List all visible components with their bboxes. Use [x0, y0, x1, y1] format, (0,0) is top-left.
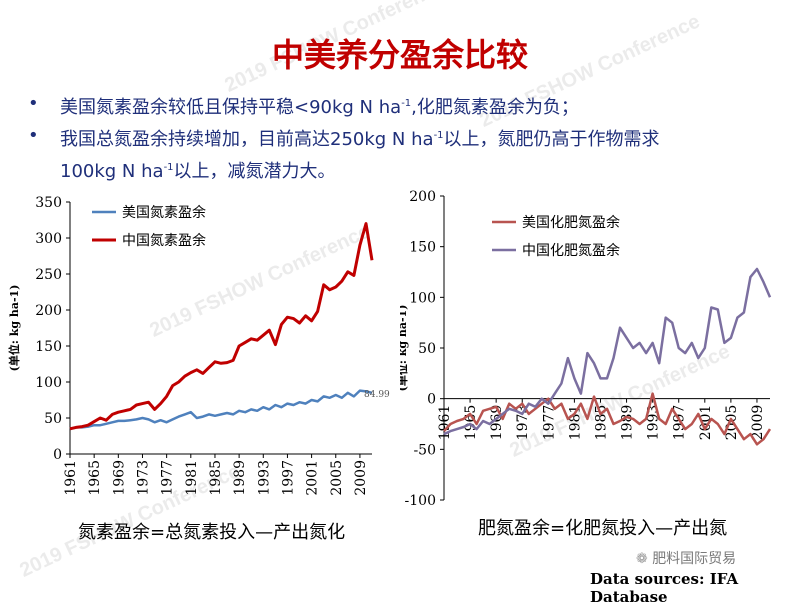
- x-tick-label: 2009: [353, 460, 369, 496]
- y-tick-label: 100: [35, 375, 62, 391]
- data-source: Data sources: IFA Database: [590, 570, 739, 606]
- bullet-list: • 美国氮素盈余较低且保持平稳<90kg N ha-1,化肥氮素盈余为负； • …: [28, 90, 788, 186]
- bullet-text: 美国氮素盈余较低且保持平稳<90kg N ha: [60, 97, 402, 118]
- y-tick-label: 0: [53, 447, 62, 463]
- y-tick-label: 150: [35, 339, 62, 355]
- y-tick-label: 350: [35, 195, 62, 211]
- y-tick-label: 50: [44, 411, 62, 427]
- left-chart-caption: 氮素盈余=总氮素投入—产出氮化: [78, 522, 346, 543]
- series-line-1: [69, 389, 373, 431]
- left-chart: 0 50 100 150 200 250 300 350 1961 1965 1969 1973 197…: [7, 195, 390, 496]
- x-tick-label: 2001: [305, 460, 321, 496]
- brand-label: ❁ 肥料国际贸易: [636, 548, 736, 568]
- series-line-1: [443, 392, 772, 446]
- x-tick-label: 1981: [184, 460, 200, 496]
- x-tick-label: 1965: [463, 405, 479, 441]
- legend-label: 中国氮素盈余: [122, 232, 206, 249]
- x-tick-label: 1981: [567, 405, 583, 441]
- x-tick-label: 1989: [232, 460, 248, 496]
- data-label: 84.99: [364, 390, 390, 400]
- legend-label: 美国化肥氮盈余: [522, 214, 620, 231]
- y-tick-label: 100: [409, 290, 436, 306]
- x-tick-label: 1973: [135, 460, 151, 496]
- x-tick-label: 1993: [256, 460, 272, 496]
- right-chart-caption: 肥氮盈余=化肥氮投入—产出氮: [478, 518, 728, 539]
- slide-title: 中美养分盈余比较: [271, 36, 528, 74]
- y-axis-label: (单位: kg ha-1): [7, 285, 21, 372]
- legend-label: 美国氮素盈余: [122, 204, 206, 221]
- bullet-sup: -1: [163, 162, 174, 173]
- x-tick-label: 1985: [593, 405, 609, 441]
- x-tick-label: 2001: [698, 405, 714, 441]
- y-tick-label: -50: [413, 442, 436, 458]
- series-line-2: [69, 222, 374, 431]
- series-line-2: [443, 267, 772, 436]
- y-tick-label: 250: [35, 267, 62, 283]
- bullet-item: • 我国总氮盈余持续增加，目前高达250kg N ha-1以上，氮肥仍高于作物需…: [28, 122, 788, 154]
- y-tick-label: 0: [427, 392, 436, 408]
- x-tick-label: 1965: [87, 460, 103, 496]
- bullet-text: 以上，减氮潜力大。: [173, 161, 336, 182]
- wechat-icon: ❁: [636, 551, 648, 567]
- x-tick-label: 1989: [620, 405, 636, 441]
- x-tick-label: 2005: [329, 460, 345, 496]
- y-tick-label: 150: [409, 240, 436, 256]
- brand-text: 肥料国际贸易: [652, 551, 737, 567]
- bullet-text: 以上，氮肥仍高于作物需求: [443, 129, 660, 150]
- y-tick-label: -100: [405, 493, 436, 509]
- legend-label: 中国化肥氮盈余: [522, 242, 620, 259]
- bullet-text: 我国总氮盈余持续增加，目前高达250kg N ha: [60, 129, 434, 150]
- y-tick-label: 50: [418, 341, 436, 357]
- x-tick-label: 1961: [63, 460, 79, 496]
- bullet-text: ,化肥氮素盈余为负；: [411, 97, 579, 118]
- x-tick-label: 1969: [111, 460, 127, 496]
- y-tick-label: 200: [35, 303, 62, 319]
- bullet-marker: •: [28, 125, 39, 146]
- bullet-text: 100kg N ha: [60, 161, 164, 182]
- bullet-item: • 美国氮素盈余较低且保持平稳<90kg N ha-1,化肥氮素盈余为负；: [28, 90, 788, 122]
- y-tick-label: 200: [409, 190, 436, 205]
- x-tick-label: 1997: [280, 460, 296, 496]
- bullet-marker: •: [28, 93, 39, 114]
- x-tick-label: 1977: [160, 460, 176, 496]
- bullet-continuation: 100kg N ha-1以上，减氮潜力大。: [28, 154, 788, 186]
- x-tick-label: 2009: [750, 405, 766, 441]
- bullet-sup: -1: [433, 130, 444, 141]
- x-tick-label: 1977: [541, 405, 557, 441]
- bullet-sup: -1: [401, 98, 412, 109]
- x-tick-label: 1985: [208, 460, 224, 496]
- y-tick-label: 300: [35, 231, 62, 247]
- y-axis-label: (单位: kg ha-1): [400, 305, 409, 392]
